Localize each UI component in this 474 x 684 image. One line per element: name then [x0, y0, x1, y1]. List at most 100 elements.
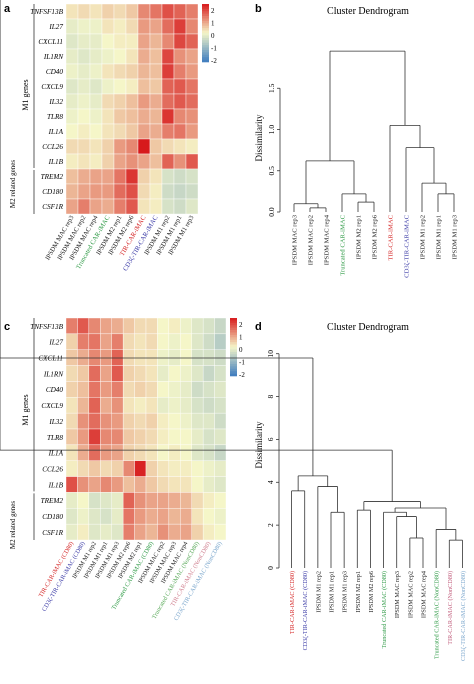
heatmap-cell [134, 333, 147, 350]
dendrogram-tick-label: 2 [266, 523, 275, 527]
heatmap-cell [77, 48, 91, 65]
heatmap-cell [157, 381, 170, 398]
heatmap-cell [180, 460, 192, 477]
heatmap-cell [185, 168, 199, 185]
heatmap-cell [101, 108, 115, 125]
legend-swatch [202, 25, 209, 29]
heatmap-cell [113, 18, 127, 35]
heatmap-cell [65, 333, 78, 350]
heatmap-cell [122, 412, 135, 430]
heatmap-cell [180, 317, 192, 335]
heatmap-cell [202, 492, 215, 509]
legend-swatch [230, 359, 237, 362]
heatmap-cell [77, 365, 90, 382]
heatmap-cell [77, 168, 91, 185]
leaf-label: CD3ζ-TIR-CAR-iMAC (NonCD80) [460, 571, 467, 661]
heatmap-cell [125, 153, 139, 170]
heatmap-cell [191, 476, 204, 493]
heatmap-cell [134, 317, 147, 335]
gene-label: CXCL11 [38, 354, 63, 362]
heatmap-cell [65, 412, 78, 430]
legend-swatch [230, 320, 237, 324]
heatmap-cell [202, 428, 215, 446]
gene-label: TNFSF13B [30, 8, 63, 16]
legend-swatch [230, 337, 237, 341]
heatmap-cell [77, 492, 90, 509]
legend-swatch [202, 18, 209, 22]
heatmap-cell [65, 397, 78, 414]
legend-swatch [230, 332, 237, 336]
heatmap-cell [65, 3, 79, 20]
heatmap-cell [168, 444, 181, 461]
leaf-label: TIR-CAR-iMAC (CD80) [289, 571, 296, 634]
leaf-label: CD3ζ-TIR-CAR-iMAC (CD80) [302, 571, 309, 650]
heatmap-cell [111, 523, 124, 541]
dendrogram-tick-label: 0 [266, 566, 275, 570]
heatmap-cell [168, 428, 181, 446]
heatmap-cell [134, 460, 147, 477]
heatmap-cell [168, 412, 181, 430]
heatmap-cell [173, 138, 187, 155]
legend-swatch [202, 59, 209, 63]
legend-tick: 0 [239, 346, 243, 354]
heatmap-cell [88, 381, 101, 398]
heatmap-cell [77, 198, 91, 215]
gene-label: TLR8 [47, 434, 63, 442]
heatmap-cell [122, 397, 135, 414]
leaf-label: IPSDM M1 rep3 [342, 571, 349, 613]
heatmap-cell [149, 63, 163, 80]
heatmap-cell [77, 317, 90, 335]
heatmap-cell [185, 63, 199, 80]
heatmap-cell [137, 168, 151, 185]
heatmap-cell [100, 333, 112, 350]
leaf-label: IPSDM M2 rep1 [355, 571, 362, 613]
heatmap-cell [180, 508, 192, 525]
heatmap-cell [191, 365, 204, 382]
heatmap-cell [77, 381, 90, 398]
gene-label: CXCL11 [38, 38, 63, 46]
heatmap-cell [134, 365, 147, 382]
heatmap-cell [65, 48, 79, 65]
heatmap-cell [111, 333, 124, 350]
heatmap-cell [202, 381, 215, 398]
gene-label: CD180 [42, 188, 63, 196]
heatmap-cell [168, 476, 181, 493]
heatmap-cell [125, 198, 139, 215]
heatmap-cell [77, 397, 90, 414]
heatmap-cell [149, 168, 163, 185]
leaf-label: TIR-CAR-iMAC (NonCD80) [447, 571, 454, 645]
heatmap-cell [125, 168, 139, 185]
heatmap-cell [89, 63, 103, 80]
gene-label: IL1A [48, 450, 64, 458]
leaf-label: IPSDM M1 rep1 [436, 215, 443, 259]
dendrogram-tick-label: 1.0 [267, 125, 276, 135]
heatmap-cell [77, 18, 91, 35]
heatmap-cell [214, 476, 227, 493]
heatmap-cell [122, 476, 135, 493]
heatmap-cell [149, 183, 163, 200]
heatmap-cell [149, 33, 163, 50]
leaf-label: IPSDM MAC rep3 [394, 571, 401, 618]
heatmap-cell [111, 412, 124, 430]
legend-tick: 2 [239, 321, 243, 329]
heatmap-cell [185, 108, 199, 125]
heatmap-cell [149, 18, 163, 35]
heatmap-c-group-m2: M2 related genes [9, 501, 17, 549]
heatmap-cell [202, 444, 215, 461]
heatmap-cell [173, 108, 187, 125]
legend-swatch [202, 33, 209, 36]
heatmap-cell [180, 428, 192, 446]
gene-label: TREM2 [41, 173, 64, 181]
heatmap-cell [88, 397, 101, 414]
heatmap-cell [113, 108, 127, 125]
heatmap-cell [149, 93, 163, 110]
heatmap-cell [65, 33, 79, 50]
legend-swatch [202, 16, 209, 19]
heatmap-cell [157, 317, 170, 335]
heatmap-cell [137, 153, 151, 170]
heatmap-cell [214, 508, 227, 525]
legend-swatch [202, 37, 209, 41]
heatmap-cell [113, 168, 127, 185]
heatmap-cell [100, 428, 112, 446]
